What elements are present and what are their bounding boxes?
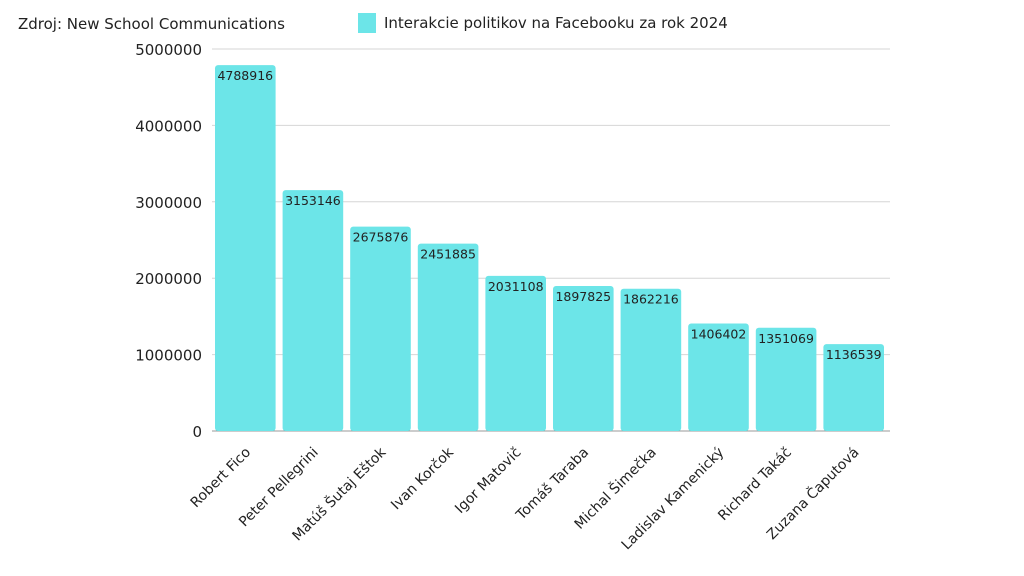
y-tick-label: 0 <box>192 423 202 441</box>
x-tick-label: Robert Fico <box>188 445 255 512</box>
data-label: 4788916 <box>217 68 273 83</box>
legend: Interakcie politikov na Facebooku za rok… <box>358 13 728 33</box>
legend-swatch <box>358 13 376 33</box>
data-label: 1862216 <box>623 292 679 307</box>
y-tick-label: 2000000 <box>135 270 202 288</box>
x-tick-label: Ivan Korčok <box>388 444 457 513</box>
data-label: 2675876 <box>353 230 409 245</box>
bar <box>755 327 817 431</box>
data-label: 2031108 <box>488 279 544 294</box>
data-label: 1406402 <box>691 327 747 342</box>
y-tick-label: 5000000 <box>135 41 202 59</box>
x-tick-label: Igor Matovič <box>452 445 524 517</box>
bar <box>553 286 614 431</box>
bar <box>688 323 749 431</box>
bar <box>215 65 276 431</box>
y-tick-label: 3000000 <box>135 194 202 212</box>
data-label: 1351069 <box>758 331 814 346</box>
bar <box>350 226 411 431</box>
y-tick-label: 1000000 <box>135 347 202 365</box>
bar <box>823 344 884 431</box>
bar <box>282 190 344 431</box>
legend-label: Interakcie politikov na Facebooku za rok… <box>384 14 728 32</box>
bar <box>417 243 479 431</box>
source-note: Zdroj: New School Communications <box>18 15 285 33</box>
bar <box>485 275 546 431</box>
data-label: 1897825 <box>555 289 611 304</box>
data-label: 1136539 <box>826 347 882 362</box>
data-label: 2451885 <box>420 247 476 262</box>
data-label: 3153146 <box>285 193 341 208</box>
y-tick-label: 4000000 <box>135 117 202 135</box>
bar <box>620 288 682 431</box>
